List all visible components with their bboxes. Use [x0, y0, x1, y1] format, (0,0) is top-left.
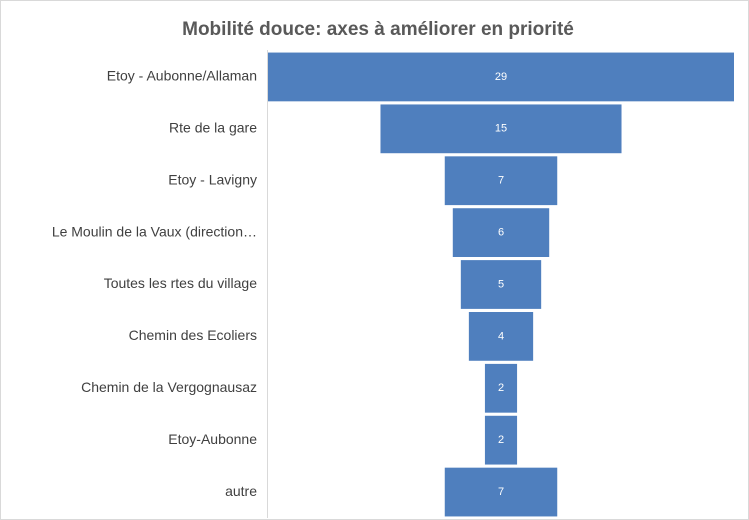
category-label: Etoy - Aubonne/Allaman [107, 68, 257, 84]
value-label: 15 [495, 123, 507, 135]
category-label: autre [225, 483, 257, 499]
value-label: 4 [498, 330, 504, 342]
category-label: Etoy-Aubonne [168, 431, 257, 447]
value-label: 29 [495, 71, 507, 83]
bar [444, 467, 558, 517]
bar [452, 208, 550, 257]
value-label: 6 [498, 227, 504, 239]
chart-title: Mobilité douce: axes à améliorer en prio… [182, 19, 574, 40]
value-label: 7 [498, 175, 504, 187]
category-label: Rte de la gare [169, 120, 257, 136]
bar [484, 415, 518, 465]
bar [460, 260, 542, 309]
category-label: Toutes les rtes du village [104, 275, 258, 291]
category-label: Le Moulin de la Vaux (direction… [52, 223, 257, 239]
bar [484, 363, 518, 413]
bar [380, 104, 622, 154]
value-label: 2 [498, 382, 504, 394]
value-label: 5 [498, 278, 504, 290]
value-label: 2 [498, 434, 504, 446]
value-label: 7 [498, 486, 504, 498]
bar [468, 312, 534, 361]
bar [444, 156, 558, 206]
category-label: Chemin des Ecoliers [129, 327, 257, 343]
category-label: Chemin de la Vergognausaz [81, 379, 257, 395]
bar [268, 52, 734, 102]
category-label: Etoy - Lavigny [168, 171, 257, 187]
